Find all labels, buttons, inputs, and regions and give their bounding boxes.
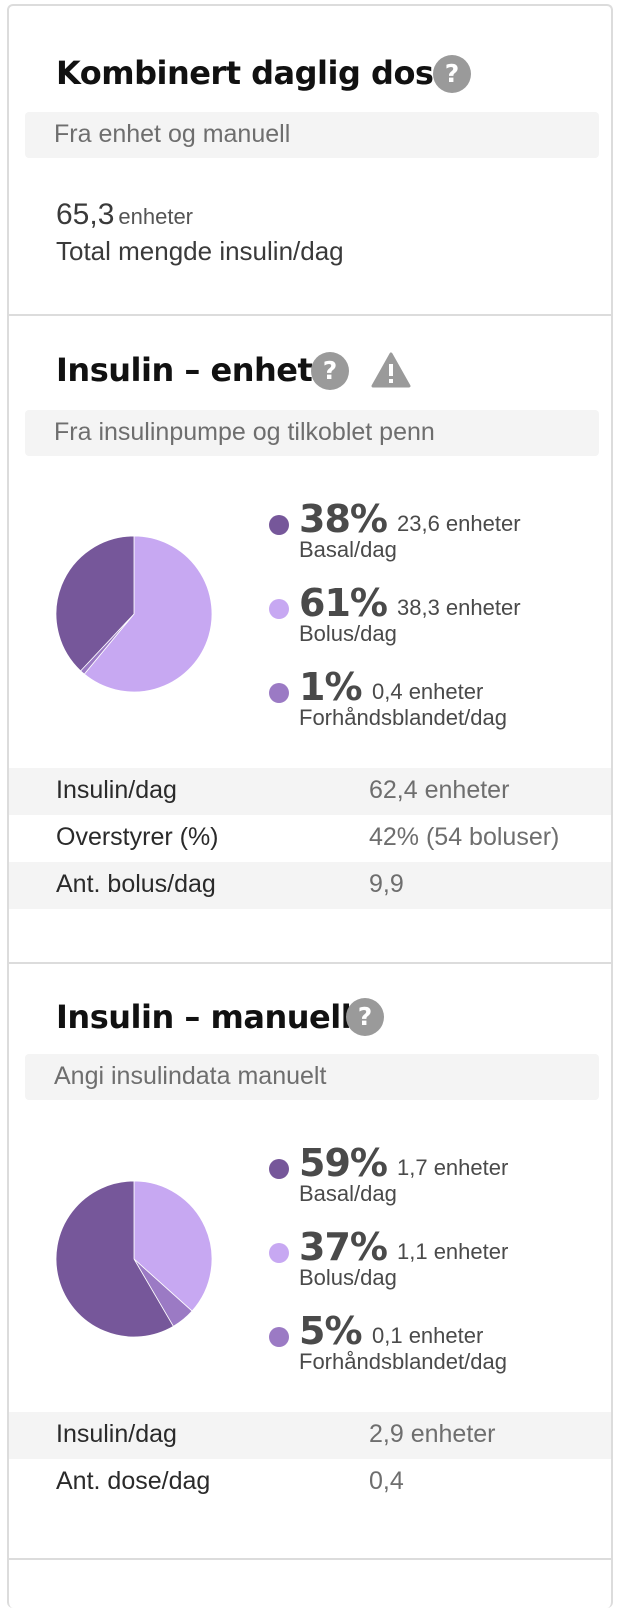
combined-help-icon[interactable]: ? [433, 55, 471, 93]
manual-pie-chart [55, 1180, 213, 1338]
stat-label: Overstyrer (%) [56, 823, 219, 851]
legend-label: Basal/dag [299, 537, 397, 562]
combined-total-label: Total mengde insulin/dag [56, 236, 344, 266]
legend-percent: 61% [299, 581, 388, 625]
section-divider [9, 962, 611, 964]
section-divider [9, 314, 611, 316]
combined-title: Kombinert daglig dose [56, 54, 455, 92]
legend-percent: 37% [299, 1225, 388, 1269]
stat-label: Ant. bolus/dag [56, 870, 216, 898]
manual-subtitle: Angi insulindata manuelt [54, 1062, 327, 1090]
combined-subtitle-bar: Fra enhet og manuell [25, 112, 599, 158]
legend-swatch [269, 515, 289, 535]
stat-row: Overstyrer (%) 42% (54 boluser) [9, 815, 611, 862]
stat-row: Ant. dose/dag 0,4 [9, 1459, 611, 1506]
legend-units: 0,4 enheter [372, 679, 484, 704]
legend-swatch [269, 1159, 289, 1179]
legend-item: 1% 0,4 enheter Forhåndsblandet/dag [269, 665, 599, 741]
device-title: Insulin – enhet [56, 351, 313, 389]
pie-slice-basal-dag [55, 1180, 174, 1338]
legend-item: 59% 1,7 enheter Basal/dag [269, 1141, 599, 1217]
legend-percent: 38% [299, 497, 388, 541]
legend-item: 37% 1,1 enheter Bolus/dag [269, 1225, 599, 1301]
stat-row: Insulin/dag 2,9 enheter [9, 1412, 611, 1459]
legend-units: 0,1 enheter [372, 1323, 484, 1348]
manual-subtitle-bar: Angi insulindata manuelt [25, 1054, 599, 1100]
pie-slice-basal-dag [55, 535, 135, 672]
pie-slice-bolus-dag [133, 1180, 213, 1312]
combined-subtitle: Fra enhet og manuell [54, 120, 291, 148]
stat-label: Ant. dose/dag [56, 1467, 211, 1495]
pie-slice-bolus-dag [83, 535, 213, 693]
legend-units: 23,6 enheter [397, 511, 521, 536]
device-help-icon[interactable]: ? [311, 352, 349, 390]
legend-swatch [269, 599, 289, 619]
legend-label: Basal/dag [299, 1181, 397, 1206]
legend-units: 38,3 enheter [397, 595, 521, 620]
device-subtitle: Fra insulinpumpe og tilkoblet penn [54, 418, 435, 446]
legend-label: Forhåndsblandet/dag [299, 705, 507, 730]
legend-label: Bolus/dag [299, 1265, 397, 1290]
combined-total-value: 65,3 [56, 198, 115, 231]
legend-swatch [269, 683, 289, 703]
combined-total-unit: enheter [118, 204, 194, 229]
warning-icon[interactable] [371, 352, 411, 388]
legend-percent: 59% [299, 1141, 388, 1185]
stat-label: Insulin/dag [56, 776, 177, 804]
combined-total: 65,3 enheter [56, 198, 193, 232]
legend-percent: 1% [299, 665, 363, 709]
legend-swatch [269, 1243, 289, 1263]
stat-value: 62,4 enheter [369, 776, 510, 804]
legend-units: 1,7 enheter [397, 1155, 509, 1180]
device-pie-chart [55, 535, 213, 693]
legend-item: 61% 38,3 enheter Bolus/dag [269, 581, 599, 657]
legend-item: 5% 0,1 enheter Forhåndsblandet/dag [269, 1309, 599, 1385]
stat-row: Ant. bolus/dag 9,9 [9, 862, 611, 909]
stat-value: 0,4 [369, 1467, 404, 1495]
section-divider [9, 1558, 611, 1560]
legend-label: Forhåndsblandet/dag [299, 1349, 507, 1374]
legend-units: 1,1 enheter [397, 1239, 509, 1264]
legend-percent: 5% [299, 1309, 363, 1353]
stat-value: 42% (54 boluser) [369, 823, 560, 851]
stat-value: 2,9 enheter [369, 1420, 496, 1448]
manual-help-icon[interactable]: ? [346, 998, 384, 1036]
insulin-summary-card: Kombinert daglig dose ? Fra enhet og man… [7, 4, 613, 1608]
stat-row: Insulin/dag 62,4 enheter [9, 768, 611, 815]
legend-swatch [269, 1327, 289, 1347]
legend-item: 38% 23,6 enheter Basal/dag [269, 497, 599, 573]
legend-label: Bolus/dag [299, 621, 397, 646]
stat-label: Insulin/dag [56, 1420, 177, 1448]
manual-title: Insulin – manuell [56, 998, 352, 1036]
device-subtitle-bar: Fra insulinpumpe og tilkoblet penn [25, 410, 599, 456]
stat-value: 9,9 [369, 870, 404, 898]
